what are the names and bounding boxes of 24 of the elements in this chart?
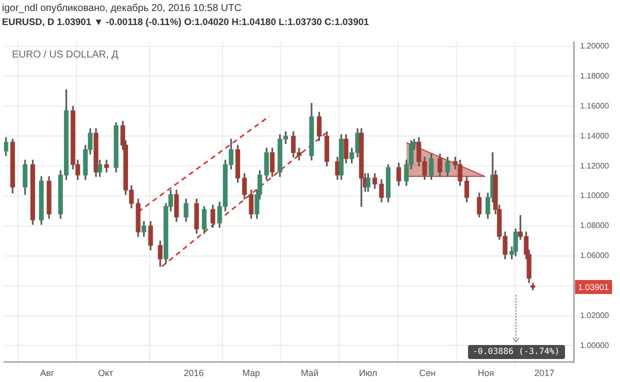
- y-tick-label: 1.20000: [580, 41, 610, 50]
- y-tick-label: 1.02000: [580, 310, 610, 320]
- annotation: -0.03886 (-3.74%): [468, 345, 565, 360]
- y-tick-label: 1.08000: [580, 221, 610, 230]
- y-tick-label: 1.12000: [580, 161, 610, 170]
- x-tick-label: Июл: [358, 368, 378, 378]
- text: 1.03901: [575, 280, 612, 294]
- x-tick-label: Окт: [98, 368, 114, 378]
- x-tick-label: Ноя: [478, 368, 494, 378]
- x-tick-label: Сен: [419, 368, 436, 378]
- x-tick-label: Мар: [242, 368, 260, 378]
- y-tick-label: 1.00000: [580, 340, 610, 350]
- x-tick-label: 2017: [534, 368, 554, 378]
- y-tick-label: 1.14000: [580, 131, 610, 140]
- x-tick-label: Авг: [40, 368, 55, 378]
- text: igor_ndl опубликовано, декабрь 20, 2016 10:58 UTC: [2, 2, 242, 16]
- y-tick-label: 1.16000: [580, 101, 610, 110]
- chart-subtitle: EURUSD, D 1.03901 ▼ -0.00118 (-0.11%) O:1.04020 H:1.04180 L:1.03730 C:1.03901: [2, 16, 370, 30]
- y-tick-label: 1.06000: [580, 251, 610, 260]
- x-tick-label: Май: [300, 368, 318, 378]
- y-tick-label: 1.10000: [580, 191, 610, 200]
- y-tick-label: 1.18000: [580, 71, 610, 80]
- x-tick-label: 2016: [184, 368, 204, 378]
- text: EURO / US DOLLAR, Д: [12, 50, 118, 61]
